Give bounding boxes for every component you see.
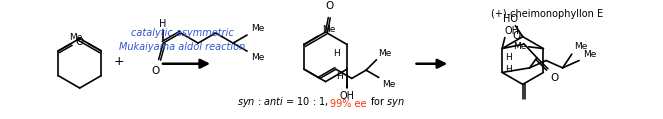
Text: H: H — [505, 53, 512, 62]
Text: catalytic asymmetric
Mukaiyama aldol reaction: catalytic asymmetric Mukaiyama aldol rea… — [119, 28, 245, 52]
Text: $\mathit{syn}$ : $\mathit{anti}$ = 10 : 1,: $\mathit{syn}$ : $\mathit{anti}$ = 10 : … — [237, 95, 330, 109]
Text: +: + — [114, 55, 125, 68]
Text: Me: Me — [383, 80, 396, 89]
Text: O: O — [551, 73, 559, 83]
Text: 99% ee: 99% ee — [330, 99, 367, 109]
Text: H: H — [505, 65, 512, 74]
Polygon shape — [346, 69, 348, 89]
Text: HO: HO — [503, 14, 518, 24]
Text: OH: OH — [339, 91, 355, 101]
Text: O: O — [325, 1, 333, 11]
Text: (+)-cheimonophyllon E: (+)-cheimonophyllon E — [491, 9, 603, 19]
Text: O: O — [76, 37, 84, 47]
Text: Me: Me — [322, 25, 336, 34]
Text: H: H — [160, 19, 167, 29]
Text: Me: Me — [573, 42, 587, 51]
Text: H: H — [333, 49, 339, 58]
Text: H: H — [335, 72, 342, 81]
Text: O: O — [512, 31, 521, 41]
Text: O: O — [152, 66, 160, 76]
Text: for $\mathit{syn}$: for $\mathit{syn}$ — [367, 95, 405, 109]
Text: Me: Me — [514, 42, 527, 51]
Text: Me: Me — [251, 24, 264, 33]
Text: Me: Me — [583, 50, 596, 59]
Text: Me: Me — [379, 49, 392, 58]
Text: Me: Me — [251, 53, 264, 62]
Text: Me: Me — [70, 33, 83, 42]
Text: OH: OH — [505, 26, 520, 36]
